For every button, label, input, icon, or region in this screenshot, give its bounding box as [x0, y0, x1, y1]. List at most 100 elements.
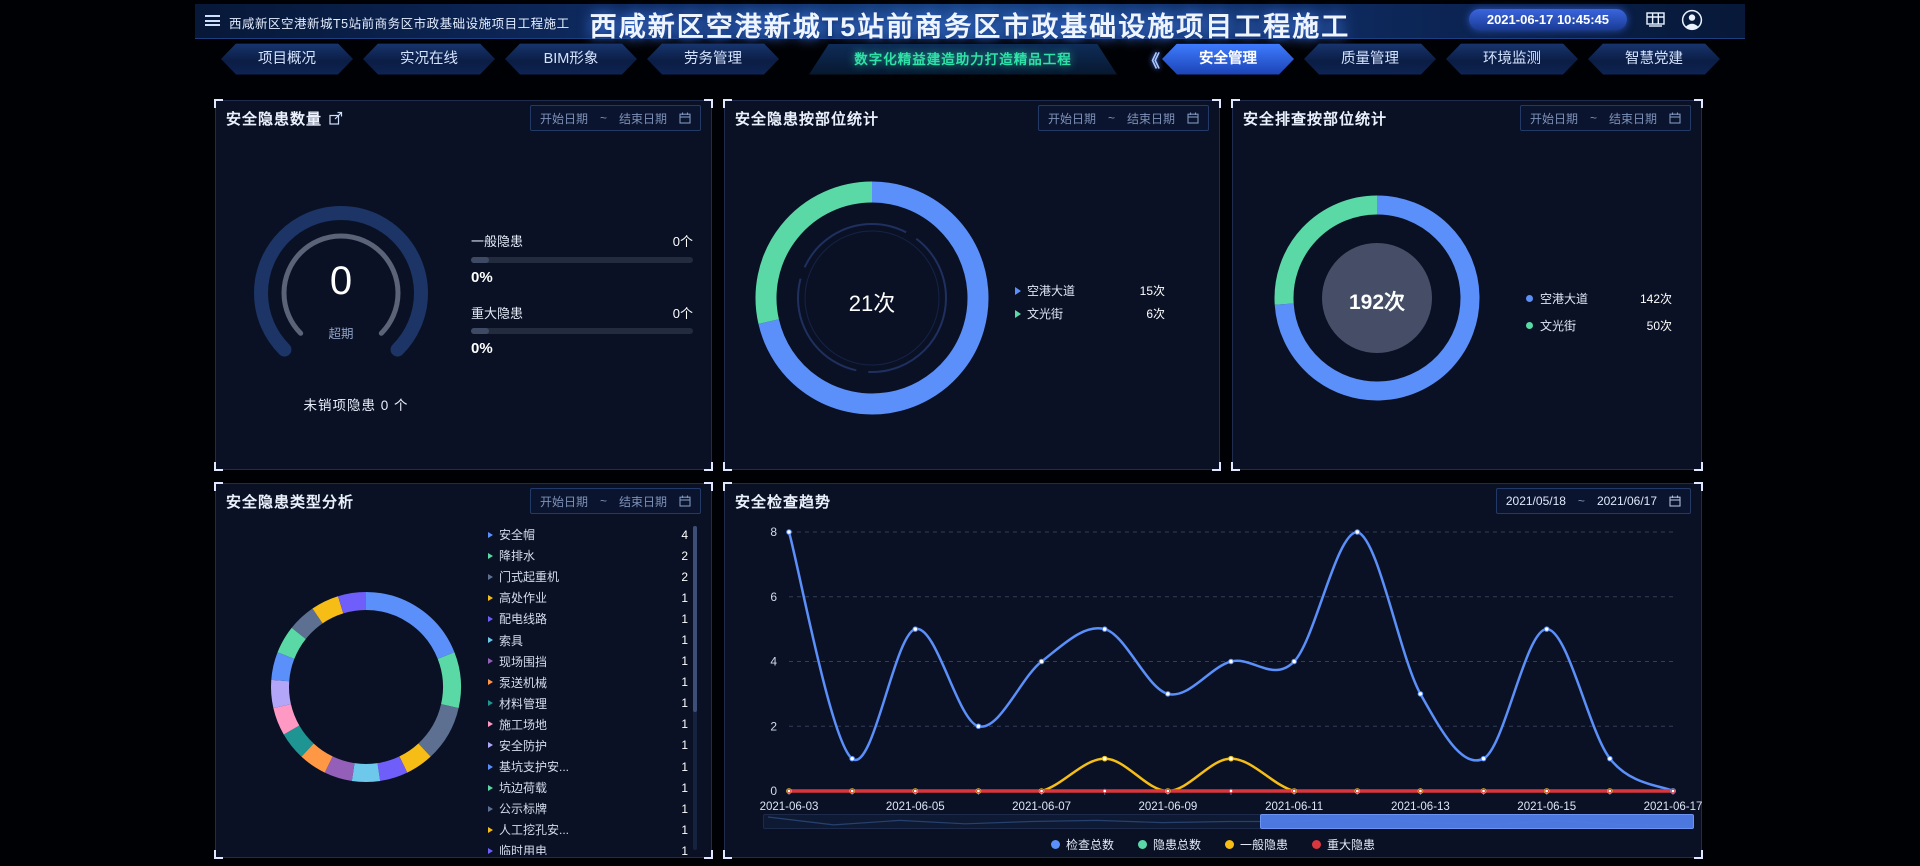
- list-marker-icon: [488, 552, 493, 559]
- nav-tab-6[interactable]: 环境监测: [1446, 44, 1578, 75]
- calendar-icon[interactable]: [679, 495, 691, 507]
- corner-mark: [1212, 99, 1221, 108]
- legend-item[interactable]: 文光街 50次: [1526, 312, 1672, 339]
- legend-item[interactable]: 重大隐患: [1312, 836, 1375, 853]
- list-marker-icon: [488, 784, 493, 791]
- legend-marker-icon: [1050, 840, 1060, 849]
- panel-header: 安全排查按部位统计 开始日期 ~ 结束日期: [1233, 101, 1701, 135]
- overdue-label: 超期: [328, 327, 354, 341]
- date-start-placeholder[interactable]: 开始日期: [1529, 111, 1578, 126]
- scrollbar-thumb[interactable]: [693, 526, 697, 712]
- list-label: 泵送机械: [499, 675, 548, 690]
- date-end-value[interactable]: 2021/06/17: [1596, 494, 1657, 508]
- svg-text:2021-06-03: 2021-06-03: [760, 801, 819, 813]
- panel-inspection-by-location: 安全排查按部位统计 开始日期 ~ 结束日期 192次 空港大道 142次文光街 50…: [1231, 99, 1703, 471]
- date-range-picker[interactable]: 开始日期 ~ 结束日期: [529, 488, 701, 514]
- grid-table-icon[interactable]: [1646, 12, 1665, 32]
- date-range-picker[interactable]: 2021/05/18 ~ 2021/06/17: [1495, 488, 1691, 514]
- date-end-placeholder[interactable]: 结束日期: [1608, 111, 1657, 126]
- hamburger-menu-icon[interactable]: [205, 15, 220, 26]
- legend-item[interactable]: 一般隐患: [1225, 836, 1288, 853]
- panel-hazard-types: 安全隐患类型分析 开始日期 ~ 结束日期 安全帽 4 降排水 2 门式起重机 2 高处作业 1…: [214, 482, 713, 859]
- svg-text:8: 8: [770, 525, 777, 539]
- donut-center-value: 192次: [1348, 291, 1406, 314]
- datazoom-thumb[interactable]: [1260, 814, 1694, 829]
- date-start-placeholder[interactable]: 开始日期: [1047, 111, 1096, 126]
- list-marker-icon: [488, 805, 493, 812]
- nav-tab-5[interactable]: 质量管理: [1304, 44, 1436, 75]
- bar-label-row: 一般隐患 0个: [471, 231, 693, 250]
- chart-legend: 空港大道 142次文光街 50次: [1526, 285, 1672, 339]
- progress-bar: [471, 257, 693, 263]
- nav-tab-0[interactable]: 项目概况: [221, 44, 353, 75]
- legend-label: 空港大道: [1540, 292, 1589, 306]
- svg-text:2021-06-15: 2021-06-15: [1517, 801, 1576, 813]
- nav-tab-7[interactable]: 智慧党建: [1588, 44, 1720, 75]
- legend-item[interactable]: 空港大道 142次: [1526, 285, 1672, 312]
- nav-tabs: 项目概况 实况在线 BIM形象 劳务管理 数字化精益建造助力打造精品工程 《安全管理 质量管…: [221, 42, 1730, 76]
- date-range-picker[interactable]: 开始日期 ~ 结束日期: [1037, 105, 1209, 131]
- breadcrumb: 西咸新区空港新城T5站前商务区市政基础设施项目工程施工: [229, 17, 570, 31]
- legend-marker-icon: [1526, 295, 1533, 302]
- donut-chart-inspection-location: [1274, 195, 1480, 401]
- list-value: 1: [681, 759, 688, 774]
- list-label: 降排水: [499, 549, 536, 564]
- corner-mark: [1694, 482, 1703, 491]
- nav-tab-1[interactable]: 实况在线: [363, 44, 495, 75]
- legend-marker-icon: [1526, 322, 1533, 329]
- list-label: 索具: [499, 633, 524, 648]
- list-marker-icon: [488, 594, 493, 601]
- scrollbar-track[interactable]: [693, 526, 697, 850]
- datazoom-track[interactable]: [763, 814, 1694, 829]
- corner-mark: [1694, 462, 1703, 471]
- calendar-icon[interactable]: [1669, 112, 1681, 124]
- list-value: 1: [681, 780, 688, 795]
- nav-tab-3[interactable]: 劳务管理: [647, 44, 779, 75]
- list-marker-icon: [488, 615, 493, 622]
- calendar-icon[interactable]: [1669, 495, 1681, 507]
- corner-mark: [723, 462, 732, 471]
- legend-item[interactable]: 空港大道 15次: [1015, 279, 1165, 302]
- legend-label: 隐患总数: [1152, 838, 1201, 852]
- expand-icon[interactable]: [329, 111, 343, 125]
- list-item: 临时用电 1: [488, 840, 688, 855]
- nav-tab-2[interactable]: BIM形象: [505, 44, 637, 75]
- date-end-placeholder[interactable]: 结束日期: [618, 111, 667, 126]
- date-end-placeholder[interactable]: 结束日期: [1126, 111, 1175, 126]
- bar-label: 重大隐患: [471, 306, 524, 321]
- list-item: 现场围挡 1: [488, 651, 688, 672]
- legend-label: 文光街: [1540, 319, 1577, 333]
- legend-marker-icon: [1137, 840, 1147, 849]
- legend-marker-icon: [1225, 840, 1234, 849]
- list-marker-icon: [488, 763, 493, 770]
- legend-marker-icon: [1015, 286, 1021, 295]
- svg-text:2021-06-07: 2021-06-07: [1012, 801, 1071, 813]
- date-start-value[interactable]: 2021/05/18: [1505, 494, 1566, 508]
- corner-mark: [704, 99, 713, 108]
- bar-label: 一般隐患: [471, 234, 524, 249]
- date-range-picker[interactable]: 开始日期 ~ 结束日期: [529, 105, 701, 131]
- user-avatar-icon[interactable]: [1681, 9, 1703, 36]
- corner-mark: [704, 482, 713, 491]
- legend-value: 142次: [1639, 292, 1672, 306]
- list-value: 1: [681, 843, 688, 855]
- panel-title: 安全隐患按部位统计: [735, 110, 880, 128]
- date-start-placeholder[interactable]: 开始日期: [539, 494, 588, 509]
- list-value: 1: [681, 654, 688, 669]
- list-label: 人工挖孔安...: [499, 823, 570, 838]
- calendar-icon[interactable]: [1187, 112, 1199, 124]
- datetime-badge: 2021-06-17 10:45:45: [1468, 9, 1627, 30]
- progress-bar: [471, 328, 693, 334]
- date-start-placeholder[interactable]: 开始日期: [539, 111, 588, 126]
- legend-item[interactable]: 文光街 6次: [1015, 302, 1165, 325]
- list-value: 1: [681, 696, 688, 711]
- calendar-icon[interactable]: [679, 112, 691, 124]
- date-end-placeholder[interactable]: 结束日期: [618, 494, 667, 509]
- date-range-picker[interactable]: 开始日期 ~ 结束日期: [1519, 105, 1691, 131]
- legend-item[interactable]: 检查总数: [1050, 836, 1114, 853]
- legend-item[interactable]: 隐患总数: [1137, 836, 1201, 853]
- nav-tab-4[interactable]: 安全管理: [1162, 44, 1294, 75]
- list-item: 泵送机械 1: [488, 672, 688, 693]
- corner-mark: [704, 850, 713, 859]
- list-value: 1: [681, 801, 688, 816]
